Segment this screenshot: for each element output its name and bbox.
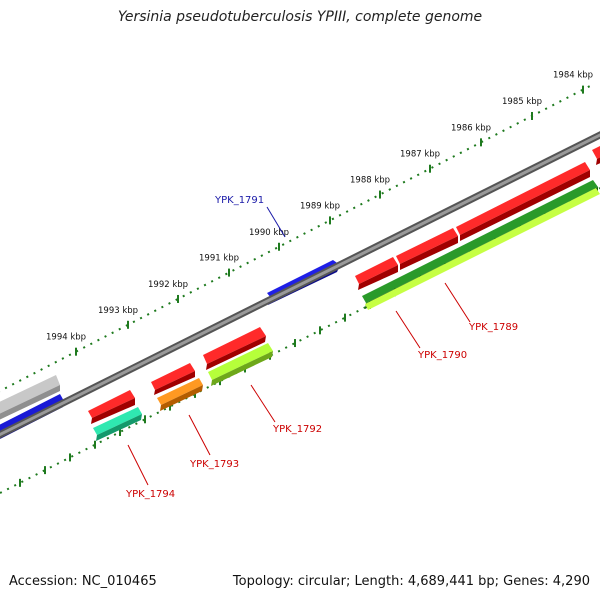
kbp-label: 1989 kbp: [300, 201, 340, 211]
kbp-label: 1987 kbp: [400, 150, 440, 160]
gene-label-ypk1791[interactable]: YPK_1791: [214, 195, 264, 206]
kbp-label: 1990 kbp: [249, 228, 289, 238]
gene-label-ypk1793[interactable]: YPK_1793: [189, 459, 239, 470]
connector-ypk1789: [444, 282, 471, 323]
reverse-gene-red-1793[interactable]: [151, 363, 195, 395]
connector-ypk1794: [127, 444, 149, 486]
connector-ypk1793: [188, 414, 211, 456]
reverse-gene-red-1790a[interactable]: [355, 257, 398, 290]
reverse-gene-red-1792[interactable]: [203, 327, 266, 370]
reverse-gene-lime-1789[interactable]: [365, 188, 600, 310]
map-title: Yersinia pseudotuberculosis YPIII, compl…: [117, 9, 483, 25]
kbp-label: 1986 kbp: [451, 123, 491, 133]
kbp-label: 1984 kbp: [553, 71, 593, 81]
reverse-gene-red-1790b[interactable]: [396, 228, 458, 270]
kbp-label: 1994 kbp: [46, 333, 86, 343]
genome-backbone: [0, 131, 600, 439]
connector-ypk1792: [250, 384, 276, 423]
forward-gene-grey[interactable]: [0, 375, 60, 420]
connector-ypk1790: [395, 310, 421, 349]
reverse-gene-red-edge[interactable]: [592, 141, 600, 165]
kbp-label: 1992 kbp: [148, 280, 188, 290]
gene-label-ypk1794[interactable]: YPK_1794: [125, 489, 175, 500]
genome-summary-text: Topology: circular; Length: 4,689,441 bp…: [232, 574, 590, 589]
reverse-gene-red-1789[interactable]: [456, 162, 590, 241]
kbp-labels: 1984 kbp 1985 kbp 1986 kbp 1987 kbp 1988 kbp…: [46, 71, 593, 343]
reverse-gene-teal[interactable]: [93, 407, 142, 441]
kbp-label: 1985 kbp: [502, 97, 542, 107]
reverse-gene-red-1794[interactable]: [88, 390, 135, 424]
kbp-label: 1988 kbp: [350, 176, 390, 186]
kbp-label: 1991 kbp: [199, 254, 239, 264]
reverse-gene-lime-1792[interactable]: [208, 343, 273, 386]
accession-text: Accession: NC_010465: [9, 574, 157, 589]
kbp-label: 1993 kbp: [98, 306, 138, 316]
kbp-ruler-ticks: [75, 85, 584, 356]
gene-label-ypk1792[interactable]: YPK_1792: [272, 424, 322, 435]
reverse-gene-orange[interactable]: [157, 378, 203, 411]
gene-label-ypk1789[interactable]: YPK_1789: [468, 322, 518, 333]
connector-ypk1791: [266, 206, 286, 238]
gene-label-ypk1790[interactable]: YPK_1790: [417, 350, 467, 361]
